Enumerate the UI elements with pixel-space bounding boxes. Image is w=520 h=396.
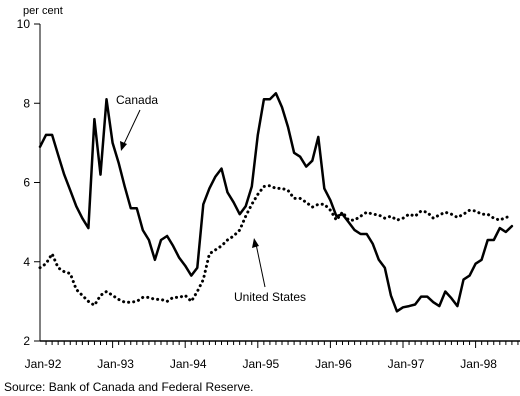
united-states-annotation-arrow-head <box>252 238 259 248</box>
series-layer <box>38 92 514 313</box>
series-line-united-states <box>38 184 514 307</box>
canada-annotation-arrow-head <box>120 141 127 151</box>
x-tick-label: Jan-93 <box>97 357 134 371</box>
y-axis-ticks: 10 8 6 4 2 <box>17 17 40 348</box>
interest-rate-chart: per cent 10 8 6 4 2 Jan-92 Jan-93 Jan-94 Jan-95… <box>17 5 520 371</box>
canada-annotation-arrow-shaft <box>122 109 141 147</box>
x-tick-label: Jan-96 <box>315 357 352 371</box>
x-tick-label: Jan-92 <box>25 357 62 371</box>
y-tick-label: 6 <box>23 176 30 190</box>
y-axis-unit-label: per cent <box>23 5 63 17</box>
united-states-annotation-label: United States <box>234 290 306 304</box>
y-tick-label: 4 <box>23 255 30 269</box>
united-states-annotation: United States <box>234 238 306 304</box>
x-tick-label: Jan-97 <box>388 357 425 371</box>
source-note: Source: Bank of Canada and Federal Reser… <box>4 380 254 394</box>
x-tick-label: Jan-94 <box>170 357 207 371</box>
canada-annotation-label: Canada <box>116 93 158 107</box>
y-tick-label: 2 <box>23 334 30 348</box>
x-axis-ticks: Jan-92 Jan-93 Jan-94 Jan-95 Jan-96 Jan-97 Jan-… <box>25 341 519 371</box>
x-tick-label: Jan-98 <box>460 357 497 371</box>
canada-annotation: Canada <box>116 93 158 151</box>
y-tick-label: 10 <box>17 17 31 31</box>
united-states-annotation-arrow-shaft <box>255 243 266 288</box>
series-line-canada <box>38 92 514 313</box>
x-tick-label: Jan-95 <box>242 357 279 371</box>
y-tick-label: 8 <box>23 96 30 110</box>
